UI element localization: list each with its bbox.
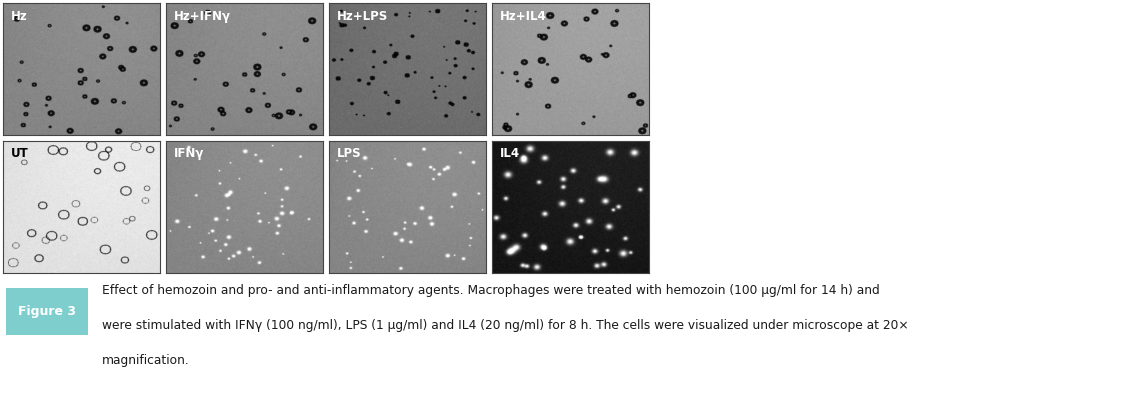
Text: IFNγ: IFNγ — [173, 147, 204, 160]
Text: Hz+IL4: Hz+IL4 — [499, 9, 546, 22]
FancyBboxPatch shape — [6, 288, 88, 335]
Text: magnification.: magnification. — [102, 354, 189, 367]
Text: Hz+IFNγ: Hz+IFNγ — [173, 9, 231, 22]
Text: Figure 3: Figure 3 — [18, 305, 76, 318]
Text: IL4: IL4 — [499, 147, 520, 160]
Text: were stimulated with IFNγ (100 ng/ml), LPS (1 μg/ml) and IL4 (20 ng/ml) for 8 h.: were stimulated with IFNγ (100 ng/ml), L… — [102, 319, 909, 332]
Text: LPS: LPS — [336, 147, 362, 160]
Text: Hz: Hz — [10, 9, 28, 22]
Text: Effect of hemozoin and pro- and anti-inflammatory agents. Macrophages were treat: Effect of hemozoin and pro- and anti-inf… — [102, 284, 879, 297]
Text: UT: UT — [10, 147, 29, 160]
Text: Hz+LPS: Hz+LPS — [336, 9, 388, 22]
